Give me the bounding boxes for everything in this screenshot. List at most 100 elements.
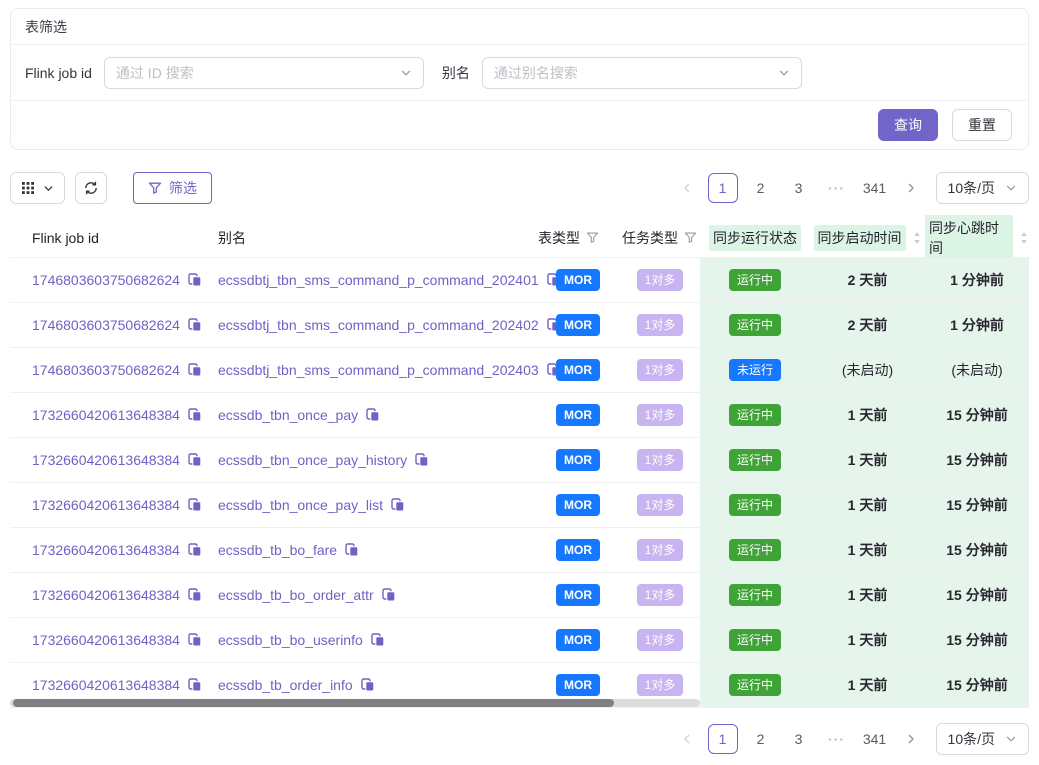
pagination-page-341[interactable]: 341 [859, 173, 890, 203]
copy-icon[interactable] [391, 498, 405, 512]
flink-job-id-link[interactable]: 1732660420613648384 [32, 542, 180, 558]
pagination-page-1[interactable]: 1 [707, 724, 738, 754]
cell-task-type: 1对多 [620, 618, 700, 662]
column-settings-button[interactable] [10, 172, 65, 204]
table-type-badge: MOR [556, 629, 600, 651]
flink-job-id-link[interactable]: 1732660420613648384 [32, 677, 180, 693]
flink-job-id-link[interactable]: 1732660420613648384 [32, 407, 180, 423]
alias-link[interactable]: ecssdb_tb_bo_fare [218, 542, 338, 558]
status-badge: 运行中 [728, 539, 781, 561]
cell-status: 运行中 [700, 528, 810, 572]
horizontal-scrollbar[interactable] [10, 699, 700, 707]
cell-status: 运行中 [700, 438, 810, 482]
copy-icon[interactable] [188, 273, 202, 287]
page-size-label: 10条/页 [947, 180, 995, 196]
column-header-label: 别名 [218, 229, 246, 246]
alias-link[interactable]: ecssdb_tb_order_info [218, 677, 353, 693]
alias-link[interactable]: ecssdb_tbn_once_pay_list [218, 497, 384, 513]
column-header-status: 同步运行状态 [700, 218, 810, 257]
column-header-label: Flink job id [32, 229, 99, 246]
copy-icon[interactable] [188, 543, 202, 557]
copy-icon[interactable] [415, 453, 429, 467]
copy-icon[interactable] [188, 678, 202, 692]
page-size-select[interactable]: 10条/页 [935, 723, 1029, 755]
cell-start-time: 1 天前 [810, 618, 925, 662]
copy-icon[interactable] [188, 588, 202, 602]
alias-select[interactable]: 通过别名搜索 [481, 56, 802, 89]
column-header-label: 同步启动时间 [813, 224, 906, 251]
alias-link[interactable]: ecssdb_tb_bo_order_attr [218, 587, 374, 603]
alias-link[interactable]: ecssdbtj_tbn_sms_command_p_command_20240… [218, 362, 539, 378]
cell-heartbeat-time: 15 分钟前 [925, 618, 1029, 662]
copy-icon[interactable] [188, 453, 202, 467]
filter-funnel-icon[interactable] [586, 231, 599, 244]
flink-job-id-link[interactable]: 1732660420613648384 [32, 497, 180, 513]
flink-job-id-link[interactable]: 1746803603750682624 [32, 317, 180, 333]
pagination-ellipsis[interactable]: ··· [821, 173, 852, 203]
copy-icon[interactable] [188, 363, 202, 377]
copy-icon[interactable] [188, 408, 202, 422]
flink-job-id-link[interactable]: 1732660420613648384 [32, 632, 180, 648]
table-row: 1746803603750682624 ecssdbtj_tbn_sms_comm… [10, 258, 1029, 303]
table-row: 1746803603750682624 ecssdbtj_tbn_sms_comm… [10, 348, 1029, 393]
scrollbar-thumb[interactable] [13, 699, 614, 707]
page-size-label: 10条/页 [947, 731, 995, 747]
copy-icon[interactable] [188, 633, 202, 647]
cell-start-time: 1 天前 [810, 393, 925, 437]
pagination-ellipsis[interactable]: ··· [821, 724, 852, 754]
cell-status: 运行中 [700, 258, 810, 302]
cell-heartbeat-time: (未启动) [925, 348, 1029, 392]
pagination-page-341[interactable]: 341 [859, 724, 890, 754]
copy-icon[interactable] [345, 543, 359, 557]
cell-alias: ecssdb_tb_order_info [218, 663, 536, 707]
filter-funnel-icon[interactable] [684, 231, 697, 244]
start-time-value: 1 天前 [847, 497, 888, 513]
cell-start-time: (未启动) [810, 348, 925, 392]
cell-alias: ecssdb_tb_bo_fare [218, 528, 536, 572]
refresh-button[interactable] [75, 172, 107, 204]
sort-icon[interactable] [912, 231, 922, 245]
table-row: 1732660420613648384 ecssdb_tb_bo_userinfo… [10, 618, 1029, 663]
cell-flink-job-id: 1746803603750682624 [10, 258, 218, 302]
chevron-down-icon [400, 67, 412, 79]
alias-link[interactable]: ecssdbtj_tbn_sms_command_p_command_20240… [218, 317, 539, 333]
pagination-next-icon[interactable] [898, 173, 924, 203]
pagination-page-2[interactable]: 2 [745, 724, 776, 754]
alias-link[interactable]: ecssdb_tbn_once_pay_history [218, 452, 408, 468]
alias-field: 别名 通过别名搜索 [442, 56, 802, 89]
copy-icon[interactable] [360, 678, 375, 692]
start-time-value: 1 天前 [847, 587, 888, 603]
cell-alias: ecssdb_tb_bo_order_attr [218, 573, 536, 617]
alias-link[interactable]: ecssdb_tb_bo_userinfo [218, 632, 363, 648]
flink-job-id-link[interactable]: 1732660420613648384 [32, 452, 180, 468]
query-button[interactable]: 查询 [878, 109, 938, 141]
filter-button[interactable]: 筛选 [133, 172, 212, 204]
alias-placeholder: 通过别名搜索 [493, 64, 578, 81]
page-size-select[interactable]: 10条/页 [935, 172, 1029, 204]
flink-job-id-link[interactable]: 1732660420613648384 [32, 587, 180, 603]
status-badge: 运行中 [728, 449, 781, 471]
flink-job-id-select[interactable]: 通过 ID 搜索 [103, 56, 424, 89]
flink-job-id-link[interactable]: 1746803603750682624 [32, 272, 180, 288]
pagination-next-icon[interactable] [898, 724, 924, 754]
alias-link[interactable]: ecssdbtj_tbn_sms_command_p_command_20240… [218, 272, 539, 288]
copy-icon[interactable] [371, 633, 385, 647]
pagination-page-1[interactable]: 1 [707, 173, 738, 203]
copy-icon[interactable] [366, 408, 380, 422]
reset-button[interactable]: 重置 [952, 109, 1012, 141]
flink-job-id-link[interactable]: 1746803603750682624 [32, 362, 180, 378]
alias-link[interactable]: ecssdb_tbn_once_pay [218, 407, 359, 423]
pagination-prev-icon[interactable] [674, 173, 700, 203]
pagination-page-3[interactable]: 3 [783, 173, 814, 203]
cell-task-type: 1对多 [620, 663, 700, 707]
copy-icon[interactable] [188, 498, 202, 512]
copy-icon[interactable] [188, 318, 202, 332]
chevron-down-icon [1005, 182, 1017, 194]
pagination-page-2[interactable]: 2 [745, 173, 776, 203]
start-time-value: 2 天前 [847, 317, 888, 333]
pagination-page-3[interactable]: 3 [783, 724, 814, 754]
sort-icon[interactable] [1019, 231, 1029, 245]
pagination-prev-icon[interactable] [674, 724, 700, 754]
copy-icon[interactable] [381, 588, 396, 602]
cell-flink-job-id: 1732660420613648384 [10, 573, 218, 617]
